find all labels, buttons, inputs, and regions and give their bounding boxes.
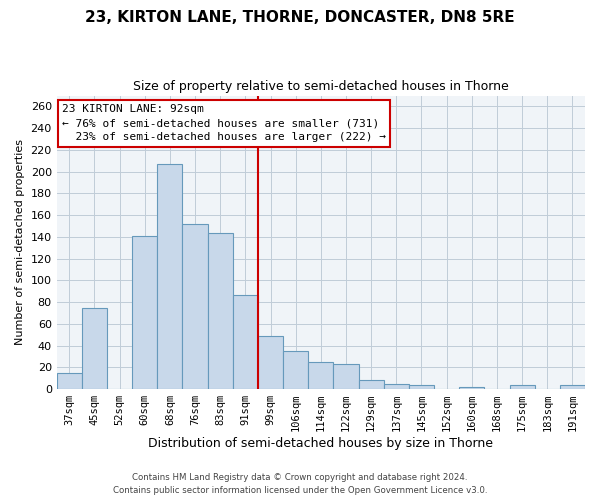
Bar: [132, 236, 157, 389]
X-axis label: Distribution of semi-detached houses by size in Thorne: Distribution of semi-detached houses by …: [148, 437, 493, 450]
Text: 23, KIRTON LANE, THORNE, DONCASTER, DN8 5RE: 23, KIRTON LANE, THORNE, DONCASTER, DN8 …: [85, 10, 515, 25]
Text: Contains HM Land Registry data © Crown copyright and database right 2024.
Contai: Contains HM Land Registry data © Crown c…: [113, 474, 487, 495]
Bar: [560, 384, 585, 389]
Bar: [509, 384, 535, 389]
Bar: [82, 308, 107, 389]
Bar: [233, 294, 258, 389]
Text: 23 KIRTON LANE: 92sqm
← 76% of semi-detached houses are smaller (731)
  23% of s: 23 KIRTON LANE: 92sqm ← 76% of semi-deta…: [62, 104, 386, 142]
Bar: [334, 364, 359, 389]
Bar: [359, 380, 384, 389]
Bar: [258, 336, 283, 389]
Bar: [208, 232, 233, 389]
Bar: [409, 384, 434, 389]
Bar: [459, 387, 484, 389]
Bar: [283, 351, 308, 389]
Y-axis label: Number of semi-detached properties: Number of semi-detached properties: [15, 140, 25, 346]
Bar: [384, 384, 409, 389]
Bar: [182, 224, 208, 389]
Bar: [157, 164, 182, 389]
Title: Size of property relative to semi-detached houses in Thorne: Size of property relative to semi-detach…: [133, 80, 509, 93]
Bar: [308, 362, 334, 389]
Bar: [56, 373, 82, 389]
